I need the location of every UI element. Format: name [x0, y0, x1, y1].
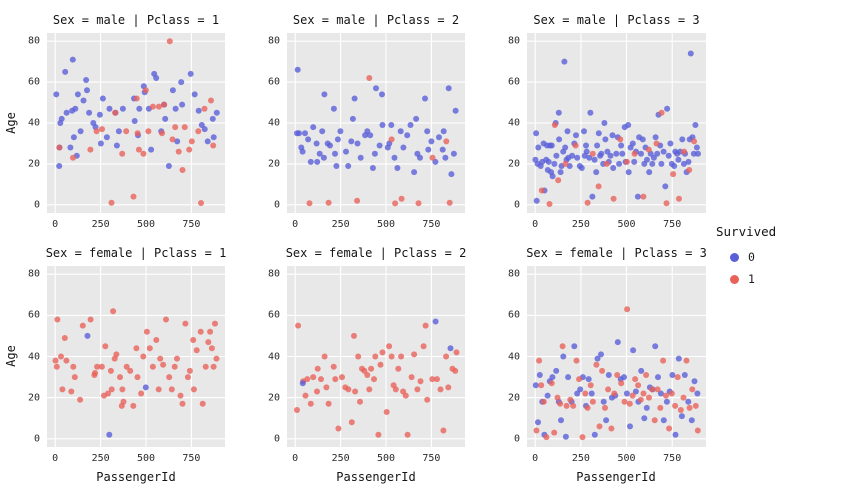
- y-tick-label: 40: [507, 117, 520, 129]
- y-axis-ticks: 0 20 40 60 80: [493, 266, 527, 447]
- scatter-panel: [527, 266, 706, 447]
- y-tick-label: 60: [507, 76, 520, 88]
- facet-female-pclass-2: Sex = female | Pclass = 2 0 20 40 60 80 0 250…: [268, 246, 466, 464]
- y-tick-label: 20: [27, 158, 40, 170]
- facet-male-pclass-3: Sex = male | Pclass = 3 0 20 40 60 80 0 250 50…: [508, 13, 706, 230]
- x-tick-label: 750: [663, 219, 682, 230]
- y-tick-label: 0: [273, 433, 280, 445]
- y-tick-label: 60: [507, 309, 520, 321]
- y-axis-label: Age: [4, 345, 18, 367]
- x-tick-label: 250: [571, 219, 590, 230]
- x-tick-label: 500: [617, 453, 636, 464]
- legend-label-1: 1: [748, 272, 755, 286]
- y-tick-label: 80: [507, 35, 520, 47]
- legend: Survived 0 1: [716, 224, 836, 290]
- x-tick-label: 500: [136, 219, 156, 230]
- y-tick-label: 20: [267, 158, 280, 170]
- x-tick-label: 250: [331, 219, 350, 230]
- legend-entry-survived-1: 1: [716, 268, 836, 290]
- facet-male-pclass-2: Sex = male | Pclass = 2 0 20 40 60 80 0 250 50…: [268, 13, 465, 230]
- y-tick-label: 0: [513, 433, 520, 445]
- x-axis-label: PassengerId: [576, 470, 656, 484]
- y-tick-label: 60: [27, 76, 40, 88]
- x-tick-label: 0: [52, 453, 59, 464]
- y-axis-ticks: 0 20 40 60 80: [13, 266, 47, 447]
- y-tick-label: 0: [273, 199, 280, 211]
- facet-title: Sex = female | Pclass = 3: [526, 246, 707, 260]
- y-tick-label: 80: [267, 35, 280, 47]
- y-tick-label: 0: [33, 433, 40, 445]
- y-tick-label: 40: [27, 351, 40, 362]
- legend-title: Survived: [716, 224, 777, 239]
- x-tick-label: 750: [182, 453, 201, 464]
- y-tick-label: 20: [267, 392, 280, 404]
- scatter-panel: [287, 266, 465, 447]
- scatter-panel: [287, 33, 465, 213]
- y-tick-label: 80: [267, 268, 280, 280]
- x-tick-label: 750: [663, 453, 682, 464]
- scatter-panel: [47, 266, 225, 447]
- x-tick-label: 250: [91, 453, 110, 464]
- x-tick-label: 0: [52, 219, 59, 230]
- x-tick-label: 500: [136, 453, 156, 464]
- facet-title: Sex = female | Pclass = 1: [45, 246, 227, 260]
- x-axis-ticks: 0 250 500 750: [287, 447, 465, 469]
- y-tick-label: 80: [27, 268, 40, 280]
- facet-female-pclass-1: Sex = female | Pclass = 1 0 20 40 60 80 0 250…: [28, 246, 226, 464]
- x-tick-label: 0: [292, 219, 299, 230]
- y-tick-label: 0: [513, 199, 520, 211]
- y-axis-ticks: 0 20 40 60 80: [253, 266, 287, 447]
- y-axis-ticks: 0 20 40 60 80: [493, 33, 527, 213]
- x-tick-label: 500: [617, 219, 636, 230]
- x-tick-label: 0: [532, 453, 539, 464]
- y-tick-label: 40: [267, 117, 280, 129]
- y-tick-label: 20: [27, 392, 40, 404]
- x-axis-ticks: 0 250 500 750: [287, 213, 465, 235]
- x-tick-label: 250: [331, 453, 350, 464]
- y-tick-label: 60: [27, 309, 40, 321]
- legend-marker-0-icon: [730, 252, 739, 262]
- x-tick-label: 750: [182, 219, 201, 230]
- facet-female-pclass-3: Sex = female | Pclass = 3 0 20 40 60 80 0 250…: [508, 246, 707, 464]
- facet-title: Sex = male | Pclass = 3: [533, 13, 700, 27]
- y-tick-label: 40: [507, 351, 520, 362]
- x-axis-ticks: 0 250 500 750: [527, 213, 706, 235]
- x-axis-ticks: 0 250 500 750: [47, 447, 225, 469]
- y-tick-label: 20: [507, 158, 520, 170]
- x-tick-label: 500: [376, 453, 396, 464]
- y-tick-label: 80: [27, 35, 40, 47]
- x-tick-label: 500: [376, 219, 396, 230]
- scatter-panel: [47, 33, 225, 213]
- facet-title: Sex = male | Pclass = 1: [52, 13, 220, 27]
- y-axis-label: Age: [4, 112, 18, 134]
- x-tick-label: 0: [292, 453, 299, 464]
- y-axis-ticks: 0 20 40 60 80: [253, 33, 287, 213]
- scatter-panel: [527, 33, 706, 213]
- y-tick-label: 40: [27, 117, 40, 129]
- facet-title: Sex = male | Pclass = 2: [292, 13, 460, 27]
- x-axis-label: PassengerId: [96, 470, 176, 484]
- y-tick-label: 60: [267, 309, 280, 321]
- x-axis-label: PassengerId: [336, 470, 416, 484]
- y-tick-label: 20: [507, 392, 520, 404]
- x-axis-ticks: 0 250 500 750: [527, 447, 706, 469]
- y-tick-label: 80: [507, 268, 520, 280]
- y-axis-ticks: 0 20 40 60 80: [13, 33, 47, 213]
- x-tick-label: 750: [422, 453, 441, 464]
- legend-marker-1-icon: [730, 274, 739, 284]
- facet-male-pclass-1: Sex = male | Pclass = 1 0 20 40 60 80 0 250 50…: [28, 13, 225, 230]
- y-tick-label: 40: [267, 351, 280, 362]
- x-tick-label: 250: [571, 453, 590, 464]
- facet-title: Sex = female | Pclass = 2: [285, 246, 467, 260]
- x-tick-label: 250: [91, 219, 110, 230]
- x-tick-label: 750: [422, 219, 441, 230]
- x-tick-label: 0: [532, 219, 539, 230]
- legend-entry-survived-0: 0: [716, 246, 836, 268]
- legend-label-0: 0: [748, 250, 755, 264]
- y-tick-label: 60: [267, 76, 280, 88]
- y-tick-label: 0: [33, 199, 40, 211]
- x-axis-ticks: 0 250 500 750: [47, 213, 225, 235]
